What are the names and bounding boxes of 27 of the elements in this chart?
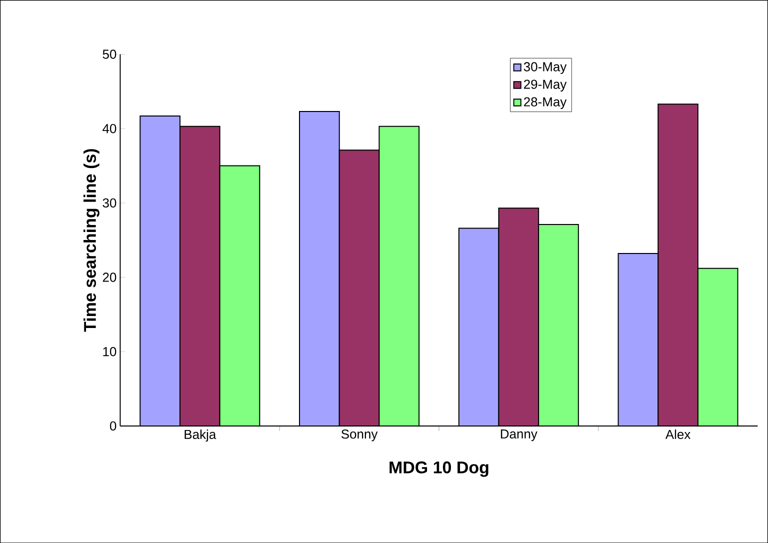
bar: [220, 166, 260, 426]
y-tick-label: 40: [102, 124, 116, 134]
legend-label: 28-May: [524, 97, 567, 109]
x-tick-label: Alex: [665, 429, 691, 439]
bar: [658, 103, 698, 426]
bar: [498, 208, 539, 426]
legend-label: 29-May: [524, 80, 567, 92]
y-tick-label: 20: [102, 272, 116, 282]
x-tick-label: Sonny: [341, 429, 378, 442]
y-axis-title: Time searching line (s): [84, 149, 100, 332]
bar: [140, 116, 180, 426]
x-axis-title: MDG 10 Dog: [390, 461, 488, 477]
legend-label: 30-May: [524, 62, 567, 74]
y-tick-label: 50: [102, 50, 116, 59]
y-tick-label: 10: [103, 346, 116, 356]
bar: [180, 126, 220, 426]
bar: [697, 268, 738, 426]
bar: [618, 252, 659, 426]
y-tick-label: 30: [102, 198, 116, 208]
x-tick-label: Bakja: [184, 429, 216, 442]
bar: [300, 111, 340, 426]
y-tick-label: 0: [110, 421, 116, 430]
x-tick-label: Danny: [500, 429, 538, 442]
bar: [538, 224, 578, 426]
bar: [458, 228, 499, 426]
bar: [339, 150, 380, 426]
bar: [379, 126, 420, 426]
